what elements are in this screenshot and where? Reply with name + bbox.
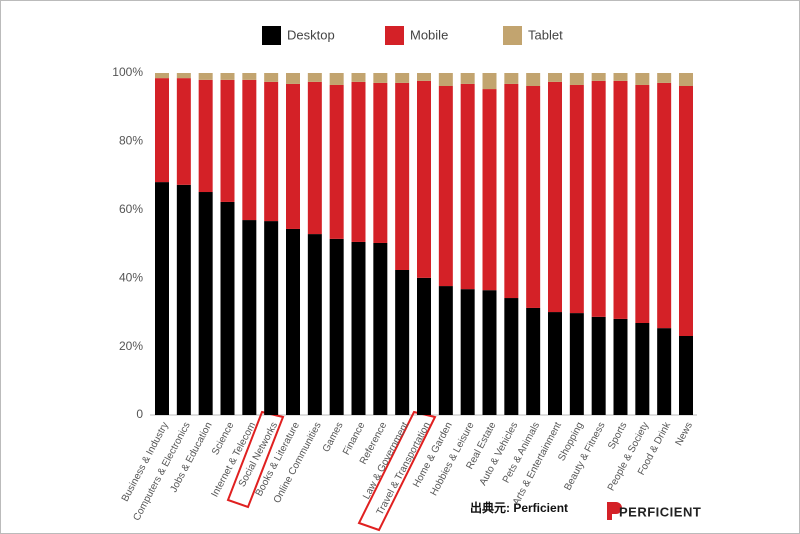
bar-segment bbox=[526, 73, 541, 86]
bar-segment bbox=[417, 277, 431, 415]
bar-segment bbox=[613, 80, 628, 319]
highlight-box bbox=[226, 410, 285, 509]
y-tick-label: 40% bbox=[119, 270, 143, 284]
bar-segment bbox=[526, 307, 541, 415]
bar-segment bbox=[176, 78, 191, 185]
bar-segment bbox=[679, 85, 693, 336]
bar-segment bbox=[591, 80, 606, 317]
bar-segment bbox=[482, 89, 497, 291]
bar-segment bbox=[417, 80, 431, 278]
y-tick-label: 80% bbox=[119, 134, 143, 148]
bar-segment bbox=[220, 79, 235, 202]
bar-segment bbox=[591, 316, 606, 415]
bar-segment bbox=[569, 84, 584, 314]
bar-segment bbox=[242, 220, 257, 415]
bar-segment bbox=[635, 84, 650, 324]
bar-segment bbox=[395, 82, 410, 270]
bar-segment bbox=[155, 73, 169, 79]
bar-segment bbox=[569, 73, 584, 85]
bar-segment bbox=[679, 335, 693, 415]
bar-segment bbox=[373, 73, 388, 83]
bar-segment bbox=[286, 83, 300, 229]
legend-label: Mobile bbox=[410, 27, 448, 42]
legend-swatch bbox=[503, 26, 522, 45]
bar-segment bbox=[548, 81, 562, 313]
bar-segment bbox=[482, 73, 497, 90]
bar-segment bbox=[504, 73, 519, 84]
bar-segment bbox=[351, 73, 366, 82]
bar-segment bbox=[395, 269, 410, 415]
bar-segment bbox=[504, 298, 519, 415]
bar-segment bbox=[460, 83, 475, 290]
bar-segment bbox=[460, 73, 475, 84]
bar-segment bbox=[373, 242, 388, 415]
bar-segment bbox=[220, 73, 235, 80]
bar-segment bbox=[198, 79, 213, 193]
bar-segment bbox=[307, 73, 322, 82]
logo-text: PERFICIENT bbox=[619, 504, 701, 519]
bar-segment bbox=[307, 81, 322, 235]
bar-segment bbox=[176, 73, 191, 79]
bar-segment bbox=[657, 328, 672, 415]
bar-segment bbox=[395, 73, 410, 83]
bar-segment bbox=[329, 84, 344, 239]
bar-segment bbox=[242, 79, 257, 221]
bar-segment bbox=[548, 73, 562, 82]
bar-segment bbox=[438, 85, 453, 287]
legend-label: Desktop bbox=[287, 27, 335, 42]
y-tick-label: 20% bbox=[119, 339, 143, 353]
bar-segment bbox=[198, 192, 213, 415]
bar-segment bbox=[264, 221, 279, 415]
bar-segment bbox=[351, 81, 366, 242]
bar-segment bbox=[657, 73, 672, 83]
y-tick-label: 100% bbox=[112, 65, 143, 79]
bar-segment bbox=[613, 73, 628, 81]
logo-icon bbox=[607, 502, 622, 520]
bar-segment bbox=[504, 83, 519, 299]
bar-segment bbox=[569, 313, 584, 415]
bar-segment bbox=[264, 73, 279, 82]
bar-segment bbox=[242, 73, 257, 80]
bar-segment bbox=[264, 81, 279, 222]
bar-segment bbox=[438, 286, 453, 415]
bar-segment bbox=[460, 289, 475, 415]
legend-swatch bbox=[385, 26, 404, 45]
bar-segment bbox=[176, 184, 191, 415]
bar-segment bbox=[482, 290, 497, 415]
y-tick-label: 0 bbox=[136, 407, 143, 421]
bar-segment bbox=[526, 85, 541, 308]
bar-segment bbox=[438, 73, 453, 86]
bar-segment bbox=[198, 73, 213, 80]
legend-label: Tablet bbox=[528, 27, 563, 42]
bar-segment bbox=[657, 82, 672, 329]
bar-segment bbox=[307, 234, 322, 415]
bar-segment bbox=[417, 73, 431, 81]
bar-segment bbox=[679, 73, 693, 86]
source-note: 出典元: Perficient bbox=[470, 500, 568, 515]
bar-segment bbox=[286, 228, 300, 415]
bar-segment bbox=[155, 182, 169, 415]
highlight-box bbox=[357, 410, 437, 532]
bar-segment bbox=[591, 73, 606, 81]
legend-swatch bbox=[262, 26, 281, 45]
bar-segment bbox=[220, 201, 235, 415]
bar-segment bbox=[329, 73, 344, 85]
bar-segment bbox=[373, 82, 388, 243]
bar-segment bbox=[635, 73, 650, 85]
bar-segment bbox=[286, 73, 300, 84]
bar-segment bbox=[329, 238, 344, 415]
y-tick-label: 60% bbox=[119, 202, 143, 216]
bar-segment bbox=[548, 312, 562, 415]
bar-segment bbox=[635, 323, 650, 415]
bar-segment bbox=[613, 318, 628, 415]
bar-segment bbox=[351, 241, 366, 415]
bar-segment bbox=[155, 78, 169, 183]
